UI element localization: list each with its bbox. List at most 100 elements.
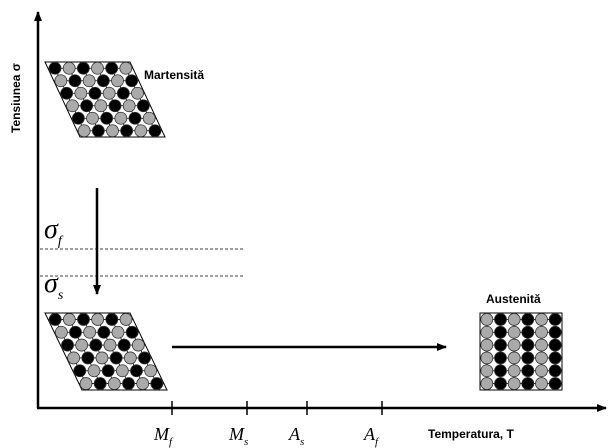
atom	[143, 112, 155, 124]
subscript: s	[58, 288, 64, 303]
symbol: σ	[44, 214, 59, 245]
temperature-label: As	[288, 424, 304, 448]
x-axis-label: Temperatura, T	[428, 427, 514, 441]
subscript: f	[58, 234, 64, 249]
atom	[522, 378, 534, 390]
atom	[132, 339, 144, 351]
atom	[522, 365, 534, 377]
atom	[139, 352, 151, 364]
atom	[522, 352, 534, 364]
atom	[137, 100, 149, 112]
atom	[109, 100, 121, 112]
subscript: f	[169, 436, 174, 448]
atom	[74, 365, 86, 377]
subscript: s	[244, 436, 248, 448]
atom	[98, 326, 110, 338]
atom	[123, 100, 135, 112]
lattice	[45, 313, 167, 390]
atom	[124, 352, 136, 364]
atom	[522, 313, 534, 325]
atom	[62, 339, 74, 351]
atom	[508, 326, 520, 338]
atom	[69, 75, 81, 87]
atom	[81, 100, 93, 112]
atom	[61, 87, 73, 99]
atom	[106, 313, 118, 325]
atom	[495, 339, 507, 351]
atom	[87, 112, 99, 124]
atom	[63, 62, 75, 74]
atom	[137, 378, 149, 390]
phase-label: Martensită	[144, 68, 204, 82]
atom	[495, 378, 507, 390]
atom	[77, 62, 89, 74]
atom	[481, 352, 493, 364]
atom	[95, 100, 107, 112]
diagram: Tensiunea σ Temperatura, T σf σs Martens…	[0, 0, 611, 448]
symbol: M	[153, 424, 170, 444]
atom	[508, 352, 520, 364]
temperature-label: Ms	[228, 424, 248, 448]
atom	[120, 62, 132, 74]
atom	[76, 339, 88, 351]
atom	[108, 378, 120, 390]
atom	[84, 326, 96, 338]
subscript: f	[375, 436, 380, 448]
atom	[101, 112, 113, 124]
atom	[508, 313, 520, 325]
atom	[103, 87, 115, 99]
atom	[481, 365, 493, 377]
atom	[536, 339, 548, 351]
atom	[481, 313, 493, 325]
atom	[110, 352, 122, 364]
atom	[106, 62, 118, 74]
atom	[92, 62, 104, 74]
atom	[549, 378, 561, 390]
atom	[549, 365, 561, 377]
atom	[132, 87, 144, 99]
atom	[89, 87, 101, 99]
atom	[117, 87, 129, 99]
temperature-label: Af	[363, 424, 380, 448]
atom	[97, 75, 109, 87]
atom	[55, 75, 67, 87]
atom	[481, 339, 493, 351]
atom	[112, 326, 124, 338]
atom	[549, 339, 561, 351]
atom	[135, 125, 147, 137]
atom	[116, 365, 128, 377]
symbol: σ	[44, 268, 59, 299]
atom	[536, 352, 548, 364]
lattice-outline	[45, 313, 167, 390]
atom	[112, 75, 124, 87]
atom	[72, 112, 84, 124]
lattice	[480, 313, 562, 390]
atom	[522, 339, 534, 351]
atom	[90, 339, 102, 351]
atom	[508, 365, 520, 377]
stress-label: σs	[44, 268, 64, 303]
atom	[549, 326, 561, 338]
atom	[118, 339, 130, 351]
atom	[82, 352, 94, 364]
atom	[104, 339, 116, 351]
lattice-outline	[480, 313, 562, 390]
atom	[102, 365, 114, 377]
atom	[68, 352, 80, 364]
atom	[536, 313, 548, 325]
atom	[536, 378, 548, 390]
atom	[151, 378, 163, 390]
atom	[96, 352, 108, 364]
atom	[78, 125, 90, 137]
atom	[123, 378, 135, 390]
atom	[63, 313, 75, 325]
atom	[549, 352, 561, 364]
atom	[549, 313, 561, 325]
atom	[536, 326, 548, 338]
atom	[522, 326, 534, 338]
symbol: M	[228, 424, 245, 444]
atom	[49, 62, 61, 74]
atom	[83, 75, 95, 87]
atom	[508, 339, 520, 351]
atom	[80, 378, 92, 390]
